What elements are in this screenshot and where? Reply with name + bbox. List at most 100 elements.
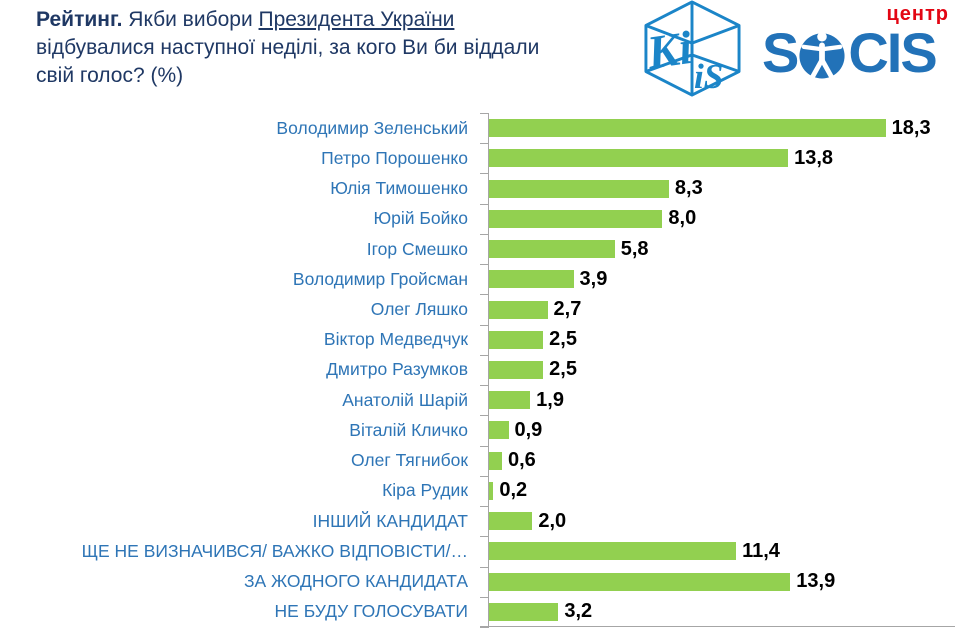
title-line1-mid: Якби вибори <box>122 8 259 31</box>
plot-area: 1,9 <box>478 385 955 415</box>
axis-tick <box>480 173 489 175</box>
value-label: 2,0 <box>538 509 567 532</box>
value-label: 0,2 <box>499 479 528 502</box>
title-line2: відбувалися наступної неділі, за кого Ви… <box>36 36 540 59</box>
bar <box>489 542 737 561</box>
svg-text:Ki: Ki <box>643 22 695 80</box>
plot-area: 0,2 <box>478 476 955 506</box>
plot-area: 5,8 <box>478 234 955 264</box>
value-label: 8,3 <box>674 177 703 200</box>
axis-tick <box>480 627 489 628</box>
value-label: 5,8 <box>620 237 649 260</box>
axis-tick <box>480 354 489 356</box>
plot-area: 13,8 <box>478 143 955 173</box>
title-underlined-phrase: Президента України <box>258 8 455 31</box>
plot-area: 2,0 <box>478 506 955 536</box>
axis-tick <box>480 203 489 205</box>
bar <box>489 209 663 228</box>
value-label: 11,4 <box>742 539 780 562</box>
value-label: 13,8 <box>794 146 834 169</box>
socis-logo: центр S CIS <box>762 4 955 92</box>
bar <box>489 481 494 500</box>
bar <box>489 512 533 531</box>
category-label: ІНШИЙ КАНДИДАТ <box>312 510 468 531</box>
plot-area: 0,9 <box>478 415 955 445</box>
axis-tick <box>480 475 489 477</box>
bar-row: Петро Порошенко 13,8 <box>0 143 955 173</box>
plot-area: 3,2 <box>478 597 955 627</box>
axis-tick <box>480 415 489 417</box>
value-label: 2,5 <box>549 328 577 351</box>
bar <box>489 330 544 349</box>
bar <box>489 300 548 319</box>
kiis-cube-icon: Ki iS <box>643 0 741 97</box>
bar-row: Олег Ляшко 2,7 <box>0 294 955 324</box>
bar-row: Володимир Гройсман 3,9 <box>0 264 955 294</box>
socis-centr-label: центр <box>886 3 949 25</box>
category-label: НЕ БУДУ ГОЛОСУВАТИ <box>274 601 468 622</box>
socis-man-icon <box>799 31 845 80</box>
bar <box>489 270 574 289</box>
axis-tick <box>480 596 489 598</box>
bar-row: ЩЕ НЕ ВИЗНАЧИВСЯ/ ВАЖКО ВІДПОВІСТИ/… 11,4 <box>0 536 955 566</box>
bar-row: Володимир Зеленський 18,3 <box>0 113 955 143</box>
axis-tick <box>480 233 489 235</box>
axis-tick <box>480 294 489 296</box>
bar-row: Дмитро Разумков 2,5 <box>0 355 955 385</box>
category-label: Віктор Медведчук <box>323 329 468 350</box>
category-label: Юлія Тимошенко <box>330 178 468 199</box>
category-label: Віталій Кличко <box>349 419 468 440</box>
kiis-logo: Ki iS <box>628 0 756 98</box>
category-label: Ігор Смешко <box>366 238 468 259</box>
category-label: Дмитро Разумков <box>326 359 468 380</box>
bar-chart: Володимир Зеленський 18,3 Петро Порошенко 1… <box>0 113 955 628</box>
plot-area: 8,0 <box>478 204 955 234</box>
axis-tick <box>480 113 489 114</box>
socis-letter-s: S <box>762 21 799 84</box>
title-lead-bold: Рейтинг. <box>36 8 123 31</box>
axis-tick <box>480 506 489 508</box>
x-axis-line <box>480 626 955 627</box>
bar <box>489 421 509 440</box>
bar-row: Олег Тягнибок 0,6 <box>0 446 955 476</box>
category-label: Юрій Бойко <box>373 208 468 229</box>
bar-row: Віктор Медведчук 2,5 <box>0 325 955 355</box>
value-label: 13,9 <box>796 570 836 593</box>
bar-row: Юрій Бойко 8,0 <box>0 204 955 234</box>
socis-wordmark: S CIS <box>762 25 955 81</box>
bar <box>489 240 615 259</box>
value-label: 2,5 <box>549 358 577 381</box>
bar <box>489 179 669 198</box>
category-label: ЗА ЖОДНОГО КАНДИДАТА <box>243 571 468 592</box>
category-label: Петро Порошенко <box>321 147 468 168</box>
plot-area: 11,4 <box>478 536 955 566</box>
bar <box>489 572 791 591</box>
bar-row: Юлія Тимошенко 8,3 <box>0 173 955 203</box>
chart-question-title: Рейтинг. Якби вибори Президента України … <box>36 6 621 90</box>
y-axis-line <box>488 113 489 627</box>
plot-area: 2,5 <box>478 325 955 355</box>
axis-tick <box>480 536 489 538</box>
axis-tick <box>480 385 489 387</box>
value-label: 3,2 <box>564 600 593 623</box>
value-label: 0,9 <box>514 418 543 441</box>
plot-area: 2,7 <box>478 294 955 324</box>
axis-tick <box>480 566 489 568</box>
value-label: 8,0 <box>668 207 697 230</box>
plot-area: 0,6 <box>478 446 955 476</box>
bar-row: ІНШИЙ КАНДИДАТ 2,0 <box>0 506 955 536</box>
bar <box>489 119 886 138</box>
bar-row: Анатолій Шарій 1,9 <box>0 385 955 415</box>
plot-area: 3,9 <box>478 264 955 294</box>
bar-row: ЗА ЖОДНОГО КАНДИДАТА 13,9 <box>0 567 955 597</box>
value-label: 1,9 <box>536 388 564 411</box>
axis-tick <box>480 264 489 266</box>
plot-area: 13,9 <box>478 567 955 597</box>
axis-tick <box>480 143 489 145</box>
bar <box>489 602 559 621</box>
plot-area: 2,5 <box>478 355 955 385</box>
bar-row: Кіра Рудик 0,2 <box>0 476 955 506</box>
axis-tick <box>480 445 489 447</box>
category-label: Володимир Зеленський <box>276 117 468 138</box>
